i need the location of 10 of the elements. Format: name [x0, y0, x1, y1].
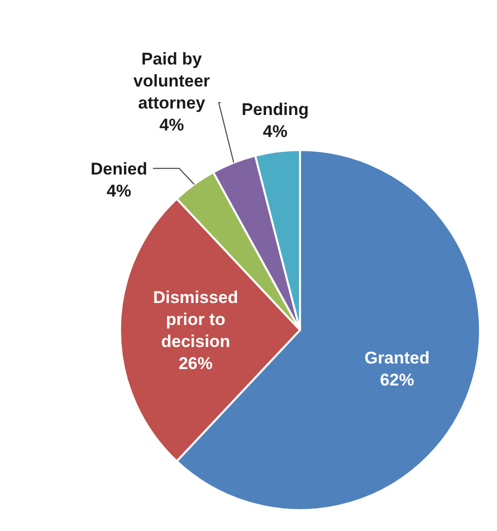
data-label: 26% [178, 354, 213, 373]
slice-label: Denied [90, 159, 148, 178]
data-label: 4% [106, 181, 132, 200]
slice-label: Paid by volunteer attorney [133, 50, 210, 113]
slice-label: Pending [242, 100, 309, 120]
slice-label: Dismissed prior to decision [153, 288, 238, 351]
slice-label: Granted [364, 348, 430, 368]
data-label: 62% [380, 370, 414, 390]
data-label: 4% [159, 116, 184, 135]
data-label: 4% [262, 122, 288, 142]
